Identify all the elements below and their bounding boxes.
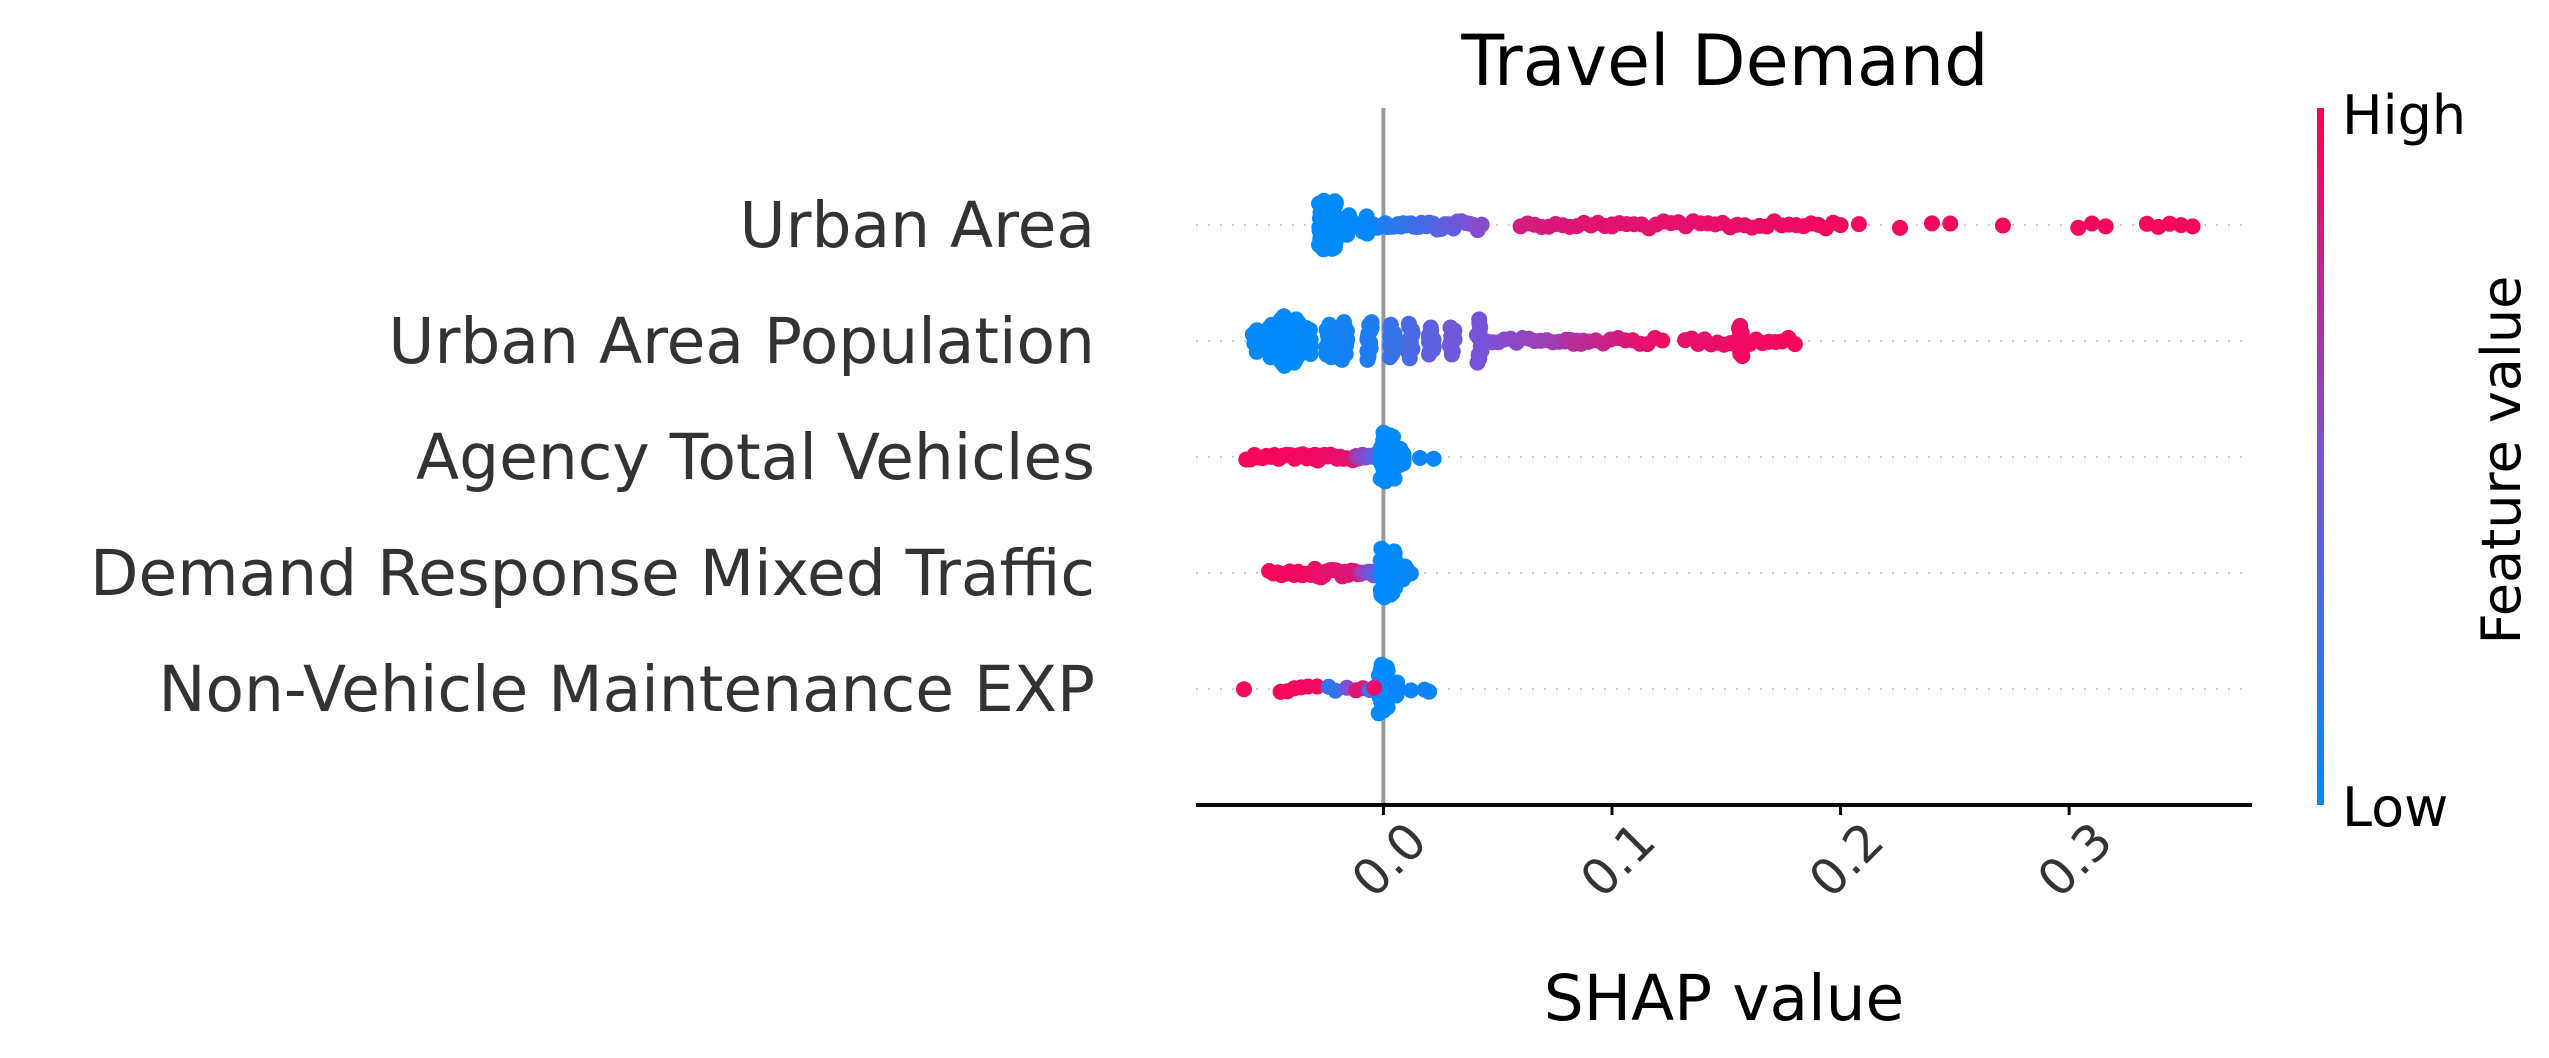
colorbar [2317,108,2324,805]
shap-point [1942,215,1959,232]
shap-point [1421,346,1437,363]
shap-point [1302,346,1319,362]
x-tick-label: 0.1 [1569,811,1666,908]
colorbar-low-label: Low [2342,776,2448,839]
shap-point [1412,450,1428,466]
shap-point [1443,346,1460,363]
shap-point [1786,336,1803,353]
shap-point [1391,457,1408,474]
shap-point [2097,218,2114,235]
shap-point [1359,225,1376,242]
shap-point [1382,586,1399,603]
shap-point [1359,351,1376,368]
x-axis-ticks: 0.0 0.1 0.2 0.3 [1341,805,2124,909]
shap-point [1850,216,1867,233]
feature-label: Urban Area Population [388,305,1095,378]
feature-label: Urban Area [739,189,1095,262]
feature-labels: Urban Area Urban Area Population Agency To… [90,189,1095,726]
chart-title: Travel Demand [1460,20,1988,102]
x-tick-label: 0.0 [1341,811,1438,908]
shap-point [1832,217,1849,234]
colorbar-high-label: High [2342,84,2466,147]
shap-point [1654,332,1671,349]
feature-label: Demand Response Mixed Traffic [90,537,1095,610]
shap-point [1388,687,1405,704]
shap-point [1334,351,1350,368]
shap-point [1309,678,1326,695]
feature-label: Non-Vehicle Maintenance EXP [158,653,1095,726]
shap-point [1401,350,1418,367]
x-tick-label: 0.3 [2026,811,2123,908]
shap-point [1236,681,1252,698]
shap-point [1286,354,1303,371]
shap-point [1366,679,1383,696]
shap-point [1469,354,1486,371]
colorbar-title: Feature value [2470,276,2533,645]
shap-point [1994,217,2011,234]
x-tick-label: 0.2 [1798,811,1895,908]
shap-point [2070,219,2087,236]
x-axis-label: SHAP value [1544,962,1905,1035]
shap-point [1734,348,1751,365]
shap-point [1402,682,1419,699]
shap-point [2084,215,2100,232]
shap-point [1381,349,1398,366]
shap-point [1924,215,1940,232]
shap-points [1236,192,2201,722]
shap-point [1324,240,1341,257]
shap-point [2184,218,2201,235]
shap-point [1339,226,1356,243]
shap-point [1892,219,1908,236]
shap-point [1375,702,1392,719]
feature-label: Agency Total Vehicles [416,421,1095,494]
shap-point [1425,450,1442,467]
shap-point [1473,216,1490,233]
shap-point [1402,565,1419,582]
shap-point [1386,470,1403,487]
shap-point [1421,683,1438,700]
